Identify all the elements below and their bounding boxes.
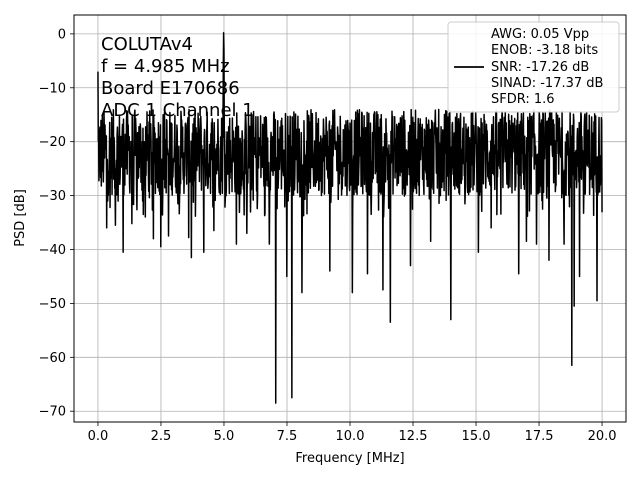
legend: AWG: 0.05 Vpp ENOB: -3.18 bits SNR: -17.… xyxy=(447,21,620,113)
legend-line-3: SNR: -17.26 dB xyxy=(491,60,589,75)
x-tick-label: 20.0 xyxy=(588,429,617,444)
annotation-line-4: ADC 1 Channel 1 xyxy=(101,100,254,121)
x-tick-label: 2.5 xyxy=(151,429,172,444)
y-tick-label: −60 xyxy=(39,351,66,366)
y-tick-label: −30 xyxy=(39,189,66,204)
x-tick-label: 0.0 xyxy=(88,429,109,444)
y-tick-label: −40 xyxy=(39,243,66,258)
y-tick-label: −10 xyxy=(39,81,66,96)
x-tick-label: 12.5 xyxy=(399,429,428,444)
x-tick-label: 7.5 xyxy=(277,429,298,444)
annotation-line-2: f = 4.985 MHz xyxy=(101,56,230,77)
legend-line-2: ENOB: -3.18 bits xyxy=(491,43,598,58)
annotation-line-3: Board E170686 xyxy=(101,78,240,99)
y-tick-label: −50 xyxy=(39,297,66,312)
series-layer xyxy=(97,32,603,404)
legend-line-1: AWG: 0.05 Vpp xyxy=(491,27,589,42)
psd-series-line xyxy=(97,32,603,404)
y-tick-label: −20 xyxy=(39,135,66,150)
legend-line-5: SFDR: 1.6 xyxy=(491,92,555,107)
y-tick-label: 0 xyxy=(58,27,66,42)
y-axis-label: PSD [dB] xyxy=(13,189,28,247)
x-tick-label: 17.5 xyxy=(525,429,554,444)
x-tick-label: 10.0 xyxy=(336,429,365,444)
y-tick-label: −70 xyxy=(39,405,66,420)
legend-line-4: SINAD: -17.37 dB xyxy=(491,76,603,91)
chart-annotation: COLUTAv4 f = 4.985 MHz Board E170686 ADC… xyxy=(101,34,254,121)
x-tick-label: 5.0 xyxy=(214,429,235,444)
x-tick-label: 15.0 xyxy=(462,429,491,444)
x-axis-ticks: 0.0 2.5 5.0 7.5 10.0 12.5 15.0 17.5 20.0 xyxy=(88,422,617,444)
annotation-line-1: COLUTAv4 xyxy=(101,34,193,55)
legend-box xyxy=(447,21,620,113)
x-axis-label: Frequency [MHz] xyxy=(295,451,404,466)
y-axis-ticks: 0 −10 −20 −30 −40 −50 −60 −70 xyxy=(39,27,74,420)
plot-area xyxy=(97,32,603,404)
